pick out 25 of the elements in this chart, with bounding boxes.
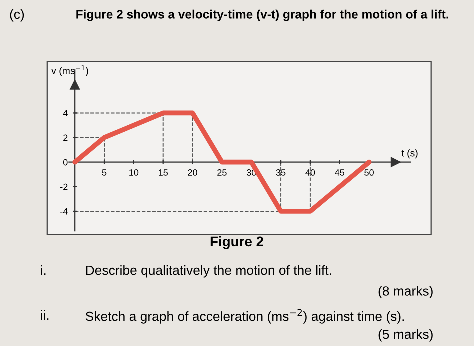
line-series [72,110,372,214]
x-tick-label: 25 [218,170,227,176]
text: (5 marks) [378,329,433,342]
x-tick-label: 15 [159,170,168,176]
y-tick-label: -4 [60,208,68,215]
x-tick-label: 10 [130,170,139,176]
x-tick-label: 40 [306,170,316,176]
x-axis-title: t (s) [402,150,418,159]
chart-title: Figure 2 shows a velocity-time (v-t) graph for the motion of a lift. [76,10,448,22]
text: i. [41,265,46,276]
text: Describe qualitatively the motion of the lift. [86,265,332,278]
y-tick-label: 4 [63,110,68,116]
x-tick-label: 5 [102,170,107,176]
caption: Figure 2 [210,236,264,250]
x-tick-label: 20 [188,170,198,176]
text: ii. [41,310,49,320]
text: (8 marks) [378,286,433,299]
text: Sketch a graph of acceleration (ms$^{−2}$) against time (s). [86,309,404,324]
y-tick-label: 2 [64,134,68,142]
x-tick-label: 50 [364,170,374,176]
y-tick-label: 0 [63,159,68,166]
x-tick-label: 45 [335,170,345,176]
x-tick-label: 35 [276,170,286,176]
y-tick-label: -2 [60,184,68,190]
text: (c) [10,9,24,22]
